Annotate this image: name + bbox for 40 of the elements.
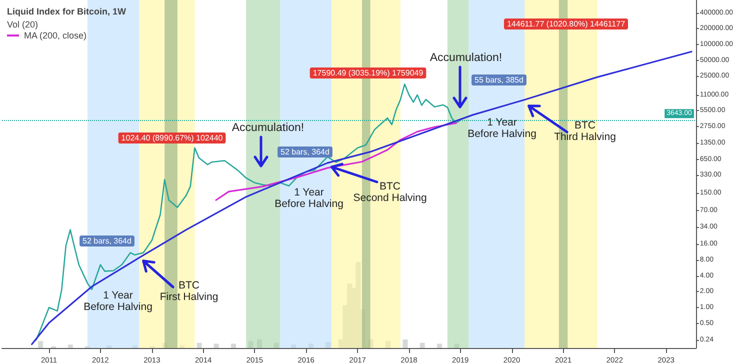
annotation: BTC First Halving	[160, 279, 218, 303]
bar	[106, 345, 112, 348]
bar	[356, 262, 361, 348]
bar	[437, 344, 442, 348]
annotation: 52 bars, 364d	[280, 148, 330, 156]
bar	[308, 344, 314, 348]
bar	[214, 344, 219, 348]
bar	[196, 342, 202, 348]
annotation: Accumulation!	[232, 122, 304, 134]
bar	[402, 339, 408, 348]
annotation: 55 bars, 385d	[474, 76, 524, 84]
bar	[291, 344, 296, 348]
bar	[256, 339, 262, 348]
bar	[420, 342, 425, 348]
annotation: 144611.77 (1020.80%) 14461177	[506, 20, 626, 28]
annotation: 1 Year Before Halving	[84, 289, 153, 313]
bar	[368, 339, 374, 348]
bar	[274, 342, 279, 348]
annotation: 1024.40 (8990.67%) 102440	[121, 134, 224, 142]
line-series	[31, 50, 692, 346]
bar	[454, 344, 460, 348]
annotation: 1 Year Before Halving	[274, 186, 344, 210]
bar	[180, 345, 185, 348]
bar	[132, 345, 138, 348]
annotation: 52 bars, 364d	[82, 236, 132, 246]
chart-title: Vol (20)	[7, 20, 38, 30]
legend-label: MA (200, close)	[24, 30, 87, 40]
bar	[231, 344, 236, 348]
bar	[68, 344, 73, 348]
annotation: 17590.49 (3035.19%) 1759049	[312, 68, 424, 78]
bar	[38, 341, 43, 348]
bar	[162, 342, 168, 348]
annotation: Accumulation!	[430, 52, 502, 64]
annotation: BTC Second Halving	[353, 180, 427, 204]
bar	[386, 341, 391, 348]
bar	[248, 341, 254, 348]
bar	[325, 342, 330, 348]
annotation: BTC Third Halving	[554, 119, 616, 143]
text: Liquid Index for Bitcoin, 1W	[7, 6, 126, 16]
annotation: 1 Year Before Halving	[468, 116, 537, 140]
